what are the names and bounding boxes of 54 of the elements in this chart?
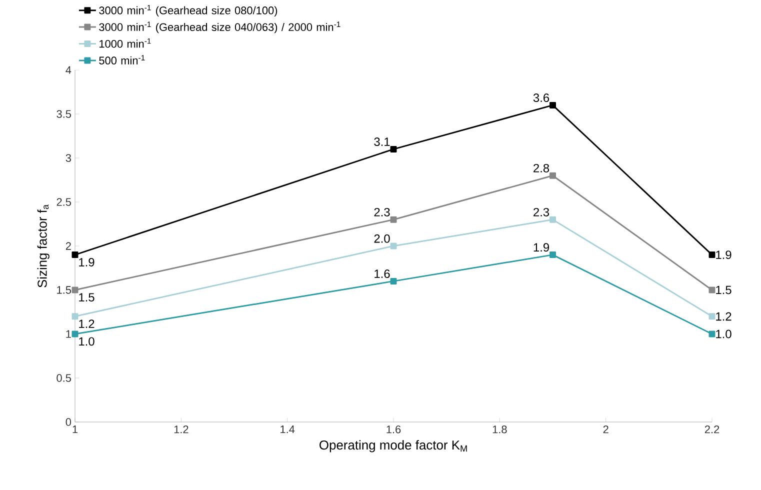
data-label: 1.9	[79, 258, 94, 266]
legend-label: 500 min$^{-1}$	[99, 55, 145, 64]
data-label: 2.3	[534, 208, 550, 216]
data-label: 1.5	[716, 286, 732, 294]
point	[390, 146, 397, 152]
data-label: 2.8	[534, 164, 550, 172]
x-tick-label: 1.4	[280, 426, 295, 434]
y-tick-label: 2	[66, 242, 71, 250]
point	[708, 313, 716, 320]
data-label: 2.0	[374, 234, 390, 243]
data-label: 1.5	[79, 293, 94, 302]
x-tick-label: 1.2	[174, 426, 188, 434]
x-tick-label: 1	[72, 426, 78, 434]
x-tick-label: 2.2	[704, 426, 720, 434]
point	[708, 330, 716, 338]
data-label: 1.9	[716, 250, 732, 260]
data-label: 3.1	[374, 138, 390, 146]
point	[550, 102, 556, 108]
y-tick-label: 1	[66, 330, 71, 338]
data-label: 1.6	[374, 270, 390, 278]
legend-label: 3000 min$^{-1}$ (Gearhead size 080/100)	[99, 4, 278, 16]
data-label: 1.0	[79, 337, 94, 346]
point	[390, 278, 397, 284]
y-tick-label: 1.5	[57, 286, 72, 294]
point	[550, 252, 556, 258]
y-tick-label: 2.5	[56, 198, 72, 206]
point	[708, 252, 716, 258]
point	[390, 242, 397, 250]
legend-label: 1000 min$^{-1}$	[100, 38, 151, 48]
point	[72, 286, 78, 294]
y-tick-label: 0.5	[56, 374, 72, 382]
point	[72, 252, 78, 258]
y-tick-label: 4	[66, 66, 72, 74]
point	[72, 330, 78, 338]
point	[390, 216, 397, 223]
y-tick-label: 3.5	[56, 110, 72, 118]
data-label: 1.9	[534, 243, 549, 252]
data-label: 3.6	[533, 94, 550, 102]
point	[550, 216, 556, 223]
point	[708, 286, 716, 294]
x-tick-label: 1.8	[492, 426, 507, 434]
y-tick-label: 0	[66, 418, 72, 426]
x-axis-title: Operating mode factor K$_{M}$	[320, 440, 467, 452]
x-tick-label: 1.6	[386, 426, 401, 434]
data-label: 2.3	[374, 208, 390, 216]
data-label: 1.2	[716, 312, 732, 321]
point	[550, 172, 556, 179]
x-tick-label: 2	[603, 426, 608, 434]
y-axis-title: Sizing factor f$_{a}$	[37, 204, 50, 288]
point	[72, 313, 78, 320]
y-tick-label: 3	[66, 154, 71, 162]
legend-label: 3000 min$^{-1}$ (Gearhead size 040/063) / 2000 min$^{-1}$	[99, 22, 340, 34]
data-label: 1.2	[79, 320, 94, 328]
data-label: 1.0	[716, 330, 732, 338]
